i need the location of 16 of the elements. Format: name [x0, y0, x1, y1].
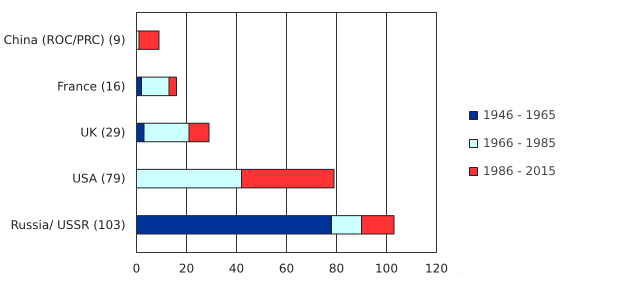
x-tick-label: 60 — [278, 262, 294, 276]
x-tick-label: 20 — [178, 262, 194, 276]
y-tick-label: UK (29) — [80, 126, 126, 140]
legend-label: 1966 - 1985 — [483, 136, 556, 150]
x-tick-label: 0 — [132, 262, 140, 276]
y-tick-label: France (16) — [57, 79, 126, 94]
x-tick-label: 100 — [375, 262, 398, 276]
x-tick-label: 40 — [228, 262, 244, 276]
y-tick-label: USA (79) — [72, 172, 126, 186]
bar — [138, 30, 160, 50]
x-tick-label: 80 — [328, 262, 344, 276]
y-tick-label: China (ROC/PRC) (9) — [4, 33, 126, 48]
legend-label: 1986 - 2015 — [483, 164, 556, 178]
x-tick-label: 120 — [425, 262, 448, 276]
y-tick-label: Russia/ USSR (103) — [10, 218, 126, 232]
legend-label: 1946 - 1965 — [483, 108, 556, 122]
